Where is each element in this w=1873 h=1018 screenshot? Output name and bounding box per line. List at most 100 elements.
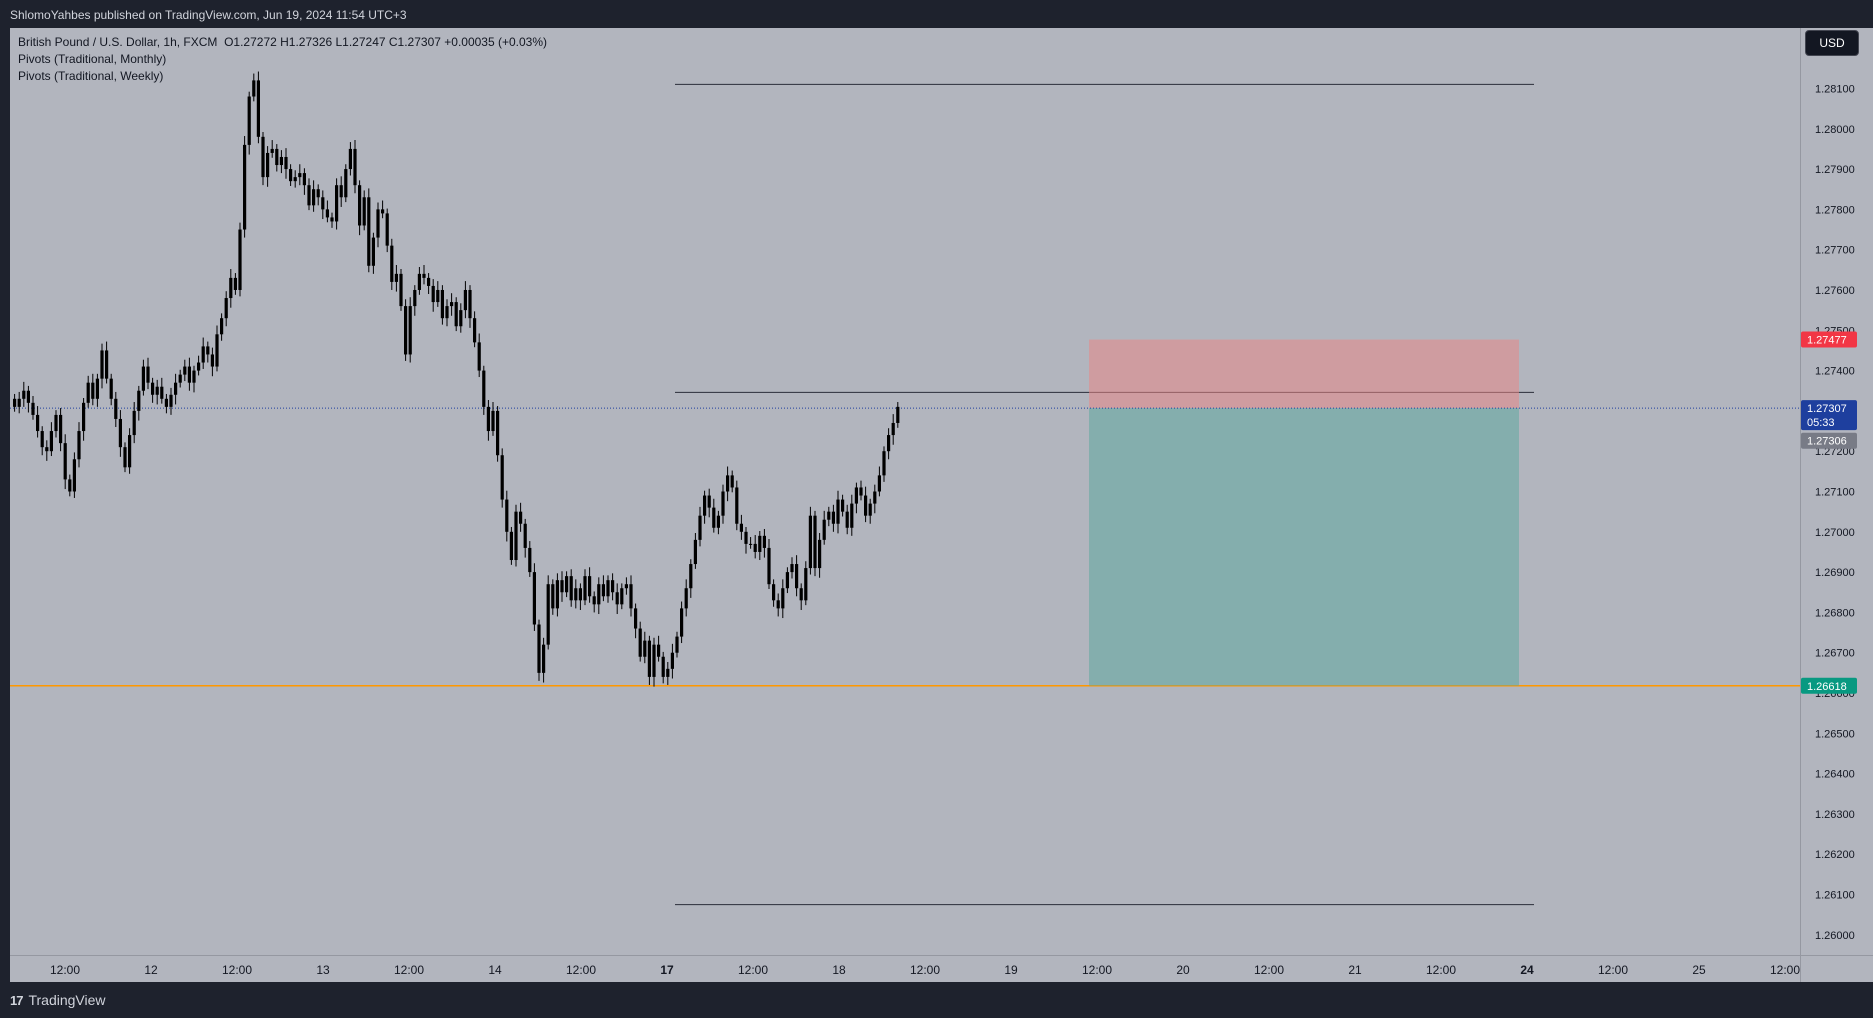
candle xyxy=(643,631,647,664)
candle-body xyxy=(390,245,394,282)
candle xyxy=(459,303,463,333)
chart-pane[interactable]: British Pound / U.S. Dollar, 1h, FXCM O1… xyxy=(10,28,1800,955)
candle-body xyxy=(77,431,81,460)
candle-body xyxy=(187,366,191,383)
candle xyxy=(638,621,642,662)
candle xyxy=(583,569,587,606)
candle xyxy=(542,637,546,683)
candle xyxy=(376,202,380,248)
candle-body xyxy=(164,398,168,407)
candlestick-chart[interactable] xyxy=(10,28,1800,955)
candle-body xyxy=(523,523,527,548)
candle xyxy=(413,285,417,316)
candle-body xyxy=(486,406,490,432)
stop-loss-zone[interactable] xyxy=(1089,339,1519,409)
candle-body xyxy=(827,511,831,520)
candle xyxy=(841,494,845,517)
price-tick-label: 1.26000 xyxy=(1815,930,1855,942)
candle xyxy=(206,341,210,363)
candle xyxy=(321,190,325,220)
candle xyxy=(68,474,72,497)
candle xyxy=(252,73,256,102)
indicator-monthly-pivots[interactable]: Pivots (Traditional, Monthly) xyxy=(18,52,167,66)
price-tick-label: 1.26200 xyxy=(1815,849,1855,861)
candle-body xyxy=(624,584,628,589)
indicator-weekly-pivots[interactable]: Pivots (Traditional, Weekly) xyxy=(18,69,164,83)
candle xyxy=(611,573,615,601)
candle-body xyxy=(841,499,845,512)
candle xyxy=(399,269,403,311)
candle xyxy=(192,365,196,393)
candle-body xyxy=(335,185,339,222)
candle xyxy=(468,285,472,328)
chart-legend: British Pound / U.S. Dollar, 1h, FXCM O1… xyxy=(18,34,547,85)
candle-body xyxy=(868,503,872,516)
candle-body xyxy=(427,277,431,286)
time-tick-label: 12:00 xyxy=(910,963,940,977)
tradingview-brand[interactable]: 17 TradingView xyxy=(10,992,106,1008)
candle xyxy=(859,480,863,501)
symbol-info[interactable]: British Pound / U.S. Dollar, 1h, FXCM xyxy=(18,35,218,49)
candle xyxy=(220,313,224,341)
candle-body xyxy=(569,576,573,601)
price-label-bg xyxy=(1801,400,1857,431)
candle xyxy=(408,297,412,363)
candle-body xyxy=(804,568,808,601)
candle-body xyxy=(588,576,592,597)
candle xyxy=(804,561,808,606)
time-tick-label: 12 xyxy=(144,963,158,977)
candle-body xyxy=(17,398,21,407)
price-label: 1.27477 xyxy=(1801,331,1857,348)
candle-body xyxy=(652,644,656,677)
candle xyxy=(445,299,449,327)
time-axis[interactable]: 12:00 12 12:00 13 12:00 14 12:00 17 12:00 18 12:00… xyxy=(10,955,1800,983)
candle xyxy=(693,533,697,569)
candle xyxy=(275,144,279,172)
candle-body xyxy=(408,306,412,355)
candle-body xyxy=(689,564,693,589)
candle xyxy=(31,395,35,420)
candle-body xyxy=(845,511,849,528)
candle-body xyxy=(275,148,279,166)
candle-body xyxy=(629,584,633,609)
candle xyxy=(238,222,242,297)
candle-body xyxy=(555,580,559,609)
candle xyxy=(482,365,486,415)
candle-body xyxy=(100,350,104,379)
candle-body xyxy=(137,390,141,411)
price-tick-label: 1.27100 xyxy=(1815,487,1855,499)
candle-body xyxy=(477,342,481,371)
candle xyxy=(17,391,21,414)
candle-body xyxy=(128,435,132,468)
candle xyxy=(565,571,569,598)
candle-body xyxy=(551,584,555,609)
candle-body xyxy=(63,443,67,480)
currency-button[interactable]: USD xyxy=(1805,30,1859,56)
candle xyxy=(270,140,274,158)
candle-body xyxy=(808,515,812,569)
candle xyxy=(404,299,408,361)
price-axis[interactable]: 1.28100 1.28000 1.27900 1.27800 1.27700 1.276… xyxy=(1800,28,1873,955)
candle xyxy=(473,311,477,348)
candle-body xyxy=(454,302,458,327)
candle-body xyxy=(224,298,228,319)
candle xyxy=(77,422,81,468)
ohlc-values: O1.27272 H1.27326 L1.27247 C1.27307 +0.0… xyxy=(224,35,548,49)
time-tick-label: 24 xyxy=(1520,963,1534,977)
candle xyxy=(684,579,688,617)
candle-body xyxy=(896,406,900,423)
candle xyxy=(574,579,578,609)
candle-body xyxy=(473,318,477,343)
time-tick-label: 12:00 xyxy=(1598,963,1628,977)
candle-body xyxy=(197,362,201,371)
price-label-bg xyxy=(1801,331,1857,348)
candle xyxy=(712,498,716,533)
candle xyxy=(335,178,339,230)
price-tick-label: 1.26800 xyxy=(1815,607,1855,619)
candle xyxy=(749,537,753,549)
candle xyxy=(63,434,67,490)
take-profit-zone[interactable] xyxy=(1089,408,1519,686)
time-tick-label: 20 xyxy=(1176,963,1190,977)
candle xyxy=(891,414,895,445)
candle-body xyxy=(657,644,661,657)
